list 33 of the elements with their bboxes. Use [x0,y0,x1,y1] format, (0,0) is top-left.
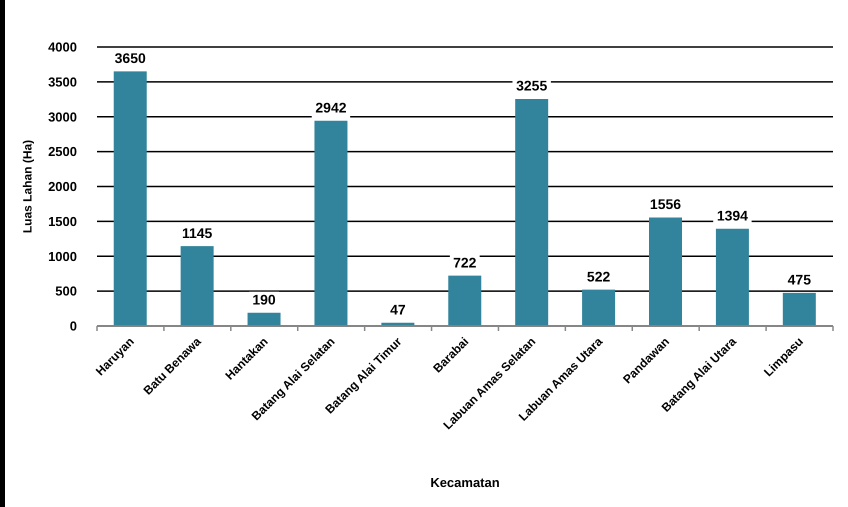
y-tick-label: 2000 [48,179,77,194]
bar [448,276,482,326]
bar [515,98,548,326]
y-tick-label: 3500 [48,74,77,90]
y-tick-label: 1500 [48,214,77,229]
bar [180,246,214,326]
bar [248,312,281,326]
bar [782,292,816,326]
data-label: 522 [586,268,610,284]
data-label: 1556 [650,196,682,212]
y-tick-label: 3000 [48,109,77,124]
data-label: 3650 [114,50,146,66]
data-label: 1145 [182,224,213,241]
x-axis-title: Kecamatan [430,475,500,490]
data-label: 47 [390,301,406,318]
bar [114,71,147,326]
data-label: 2942 [315,100,347,116]
y-axis-title: Luas Lahan (Ha) [20,140,34,234]
bar [314,120,348,326]
y-tick-label: 4000 [48,40,77,55]
y-tick-label: 2500 [48,144,77,160]
bar [582,290,616,326]
data-label: 475 [788,272,812,288]
data-label: 1394 [716,207,748,224]
bar [649,217,682,326]
y-tick-label: 0 [70,318,77,334]
bar [716,228,749,326]
y-tick-label: 500 [55,284,77,299]
data-label: 722 [453,254,477,270]
y-tick-label: 1000 [48,248,77,264]
data-label: 190 [252,291,276,308]
data-label: 3255 [516,78,548,94]
bar [381,322,414,326]
